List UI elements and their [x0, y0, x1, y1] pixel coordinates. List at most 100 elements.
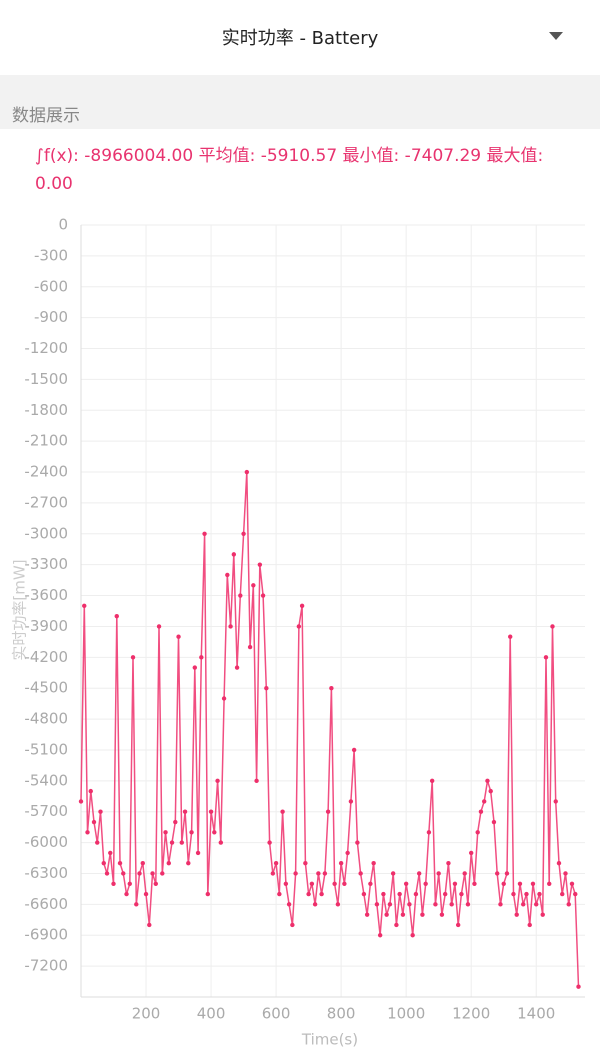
- data-point: [156, 624, 162, 629]
- data-point: [147, 922, 152, 928]
- y-tick-label: -3300: [24, 555, 68, 573]
- data-point: [98, 809, 103, 814]
- data-point: [306, 891, 311, 897]
- stats-text: ∫f(x): -8966004.00 平均值: -5910.57 最小值: -7…: [35, 146, 544, 194]
- data-point: [390, 871, 396, 876]
- header-title[interactable]: 实时功率 - Battery: [221, 28, 379, 49]
- y-tick-label: -4800: [24, 710, 68, 728]
- data-point: [202, 531, 207, 536]
- y-tick-label: -2400: [24, 463, 68, 481]
- data-point: [114, 613, 119, 619]
- data-point: [345, 850, 350, 856]
- data-point: [244, 469, 250, 475]
- data-point: [442, 891, 448, 897]
- data-point: [478, 809, 484, 814]
- data-point: [293, 871, 298, 876]
- data-point: [488, 788, 493, 794]
- data-point: [342, 881, 347, 886]
- data-point: [348, 799, 354, 804]
- data-point: [140, 860, 145, 866]
- data-point: [504, 871, 510, 876]
- data-point: [273, 860, 279, 866]
- data-point: [134, 902, 139, 907]
- data-point: [241, 531, 246, 536]
- data-point: [495, 871, 500, 876]
- data-point: [338, 860, 344, 866]
- data-point: [547, 881, 552, 886]
- data-point: [543, 655, 549, 660]
- x-tick-label: 200: [132, 1005, 161, 1023]
- data-point: [173, 819, 178, 825]
- data-point: [192, 665, 198, 670]
- data-point: [286, 902, 292, 907]
- data-point: [400, 912, 406, 917]
- data-point: [169, 840, 175, 845]
- data-point: [410, 933, 415, 938]
- data-point: [472, 881, 477, 886]
- data-point: [540, 912, 545, 917]
- y-tick-label: -6000: [24, 833, 68, 851]
- data-point: [251, 583, 256, 588]
- data-point: [436, 871, 441, 876]
- y-tick-label: -900: [34, 308, 68, 326]
- y-axis-label: 实时功率[mW]: [11, 559, 29, 660]
- data-point: [563, 871, 568, 876]
- data-point: [182, 809, 188, 814]
- data-point: [121, 871, 126, 876]
- data-point: [296, 624, 302, 629]
- data-point: [228, 624, 233, 629]
- data-point: [104, 871, 110, 876]
- data-line: [80, 471, 580, 987]
- data-point: [423, 881, 428, 886]
- y-tick-label: 0: [58, 216, 68, 234]
- data-point: [335, 902, 341, 907]
- x-axis-label: Time(s): [301, 1031, 358, 1049]
- data-point: [208, 809, 214, 814]
- data-point: [195, 850, 201, 856]
- data-point: [91, 819, 97, 825]
- y-tick-label: -6300: [24, 864, 68, 882]
- data-point: [267, 840, 272, 845]
- data-point: [299, 603, 305, 609]
- dropdown-icon[interactable]: [0, 0, 600, 75]
- data-point: [153, 881, 158, 886]
- data-point: [576, 984, 581, 989]
- data-point: [231, 552, 237, 557]
- data-point: [416, 871, 422, 876]
- data-point: [212, 830, 217, 835]
- data-point: [550, 624, 555, 629]
- y-tick-label: -1200: [24, 339, 68, 357]
- data-point: [491, 819, 497, 825]
- data-point: [530, 881, 536, 886]
- data-point: [163, 830, 168, 835]
- data-point: [556, 860, 562, 866]
- data-point: [319, 891, 324, 897]
- data-point: [88, 788, 93, 794]
- data-point: [179, 840, 184, 845]
- data-point: [381, 891, 386, 897]
- data-point: [426, 830, 432, 835]
- data-point: [332, 881, 337, 886]
- data-point: [433, 902, 438, 907]
- data-point: [452, 881, 458, 886]
- y-tick-label: -300: [34, 246, 68, 264]
- data-point: [403, 881, 409, 886]
- data-point: [566, 902, 571, 907]
- section-band: 数据展示: [0, 75, 600, 129]
- data-point: [527, 922, 532, 928]
- x-tick-label: 1400: [517, 1005, 555, 1023]
- data-point: [465, 902, 471, 907]
- y-tick-label: -4200: [24, 648, 68, 666]
- y-tick-label: -6900: [24, 926, 68, 944]
- data-point: [234, 665, 240, 670]
- data-point: [446, 860, 451, 866]
- data-point: [351, 747, 357, 753]
- data-point: [325, 809, 331, 814]
- data-point: [429, 778, 435, 784]
- data-point: [85, 830, 90, 835]
- x-tick-label: 1000: [387, 1005, 425, 1023]
- data-point: [247, 644, 253, 650]
